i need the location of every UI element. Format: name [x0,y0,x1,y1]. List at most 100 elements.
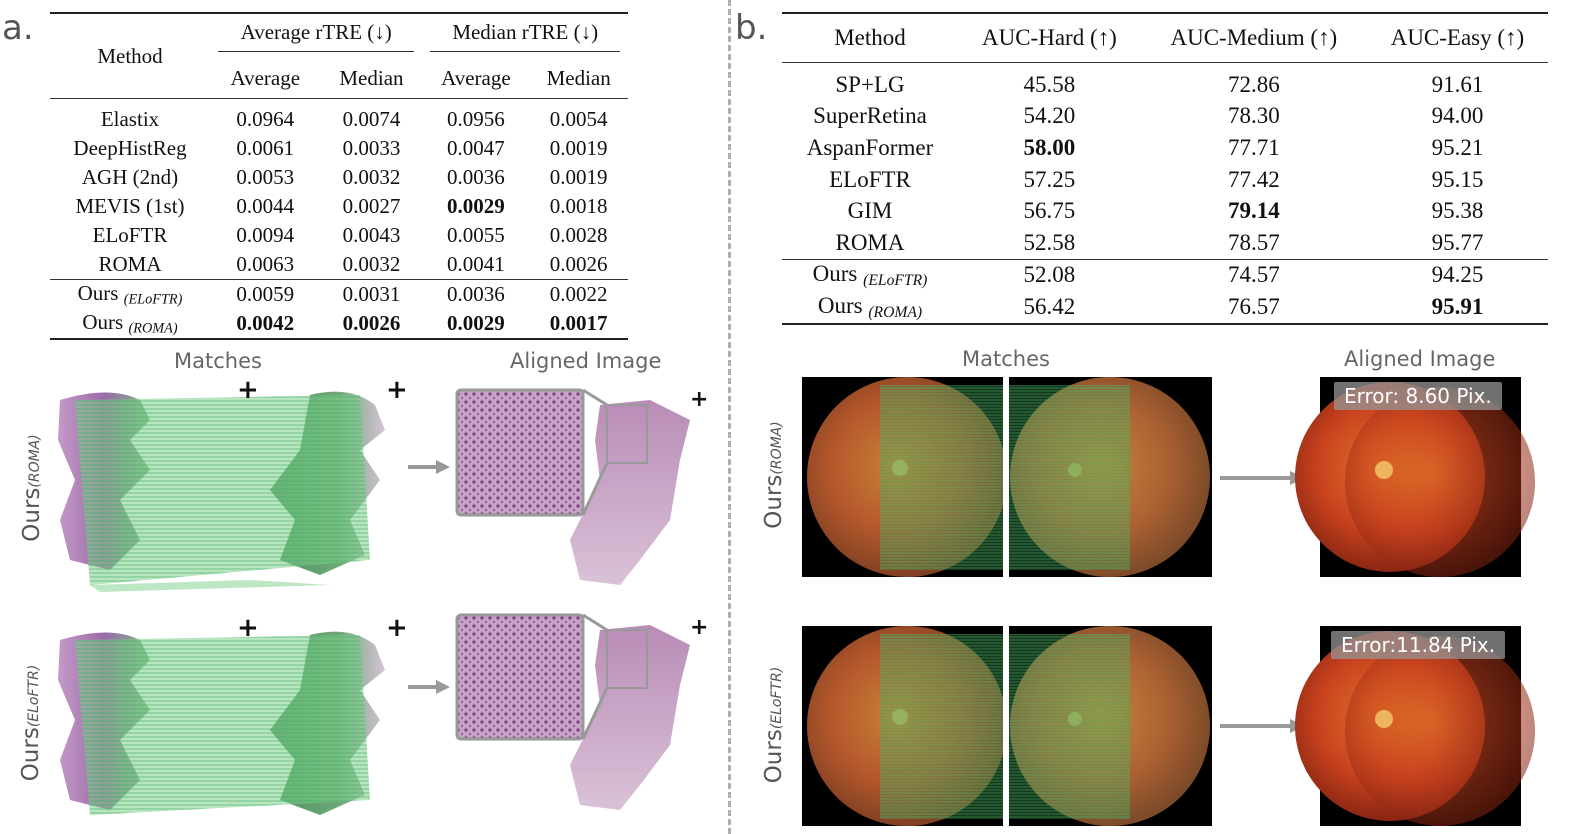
value-cell: 0.0022 [549,282,608,306]
sub-header: Median [546,65,611,90]
table-row: AspanFormer 58.00 77.71 95.21 [782,132,1548,164]
group-header-average: Average rTRE (↓) [210,13,422,58]
value-cell: 95.15 [1431,166,1484,192]
value-cell: 0.0032 [342,252,401,276]
table-row: Elastix 0.0964 0.0074 0.0956 0.0054 [50,99,628,135]
value-cell: 76.57 [1227,293,1280,319]
error-badge-eloftr: Error:11.84 Pix. [1331,631,1506,659]
value-cell: 0.0047 [447,136,505,160]
method-cell: Ours (ELoFTR) [77,280,183,308]
auc-easy-header: AUC-Easy (↑) [1390,25,1525,50]
crosshair-marker: + [386,613,408,643]
method-cell: DeepHistReg [73,136,187,160]
value-cell-best: 79.14 [1227,198,1280,224]
value-cell: 0.0061 [236,136,295,160]
arrow-icon [408,680,450,694]
value-cell: 94.25 [1431,262,1484,288]
value-cell: 72.86 [1227,71,1280,97]
value-cell: 95.21 [1431,134,1484,160]
table-row: GIM 56.75 79.14 95.38 [782,195,1548,227]
table-row: ROMA 52.58 78.57 95.77 [782,227,1548,260]
value-cell: 77.42 [1227,166,1280,192]
value-cell: 78.57 [1227,229,1280,255]
crosshair-marker: + [237,613,259,643]
value-cell: 0.0044 [236,194,295,218]
value-cell: 57.25 [1023,166,1076,192]
table-row-ours: Ours (ELoFTR) 52.08 74.57 94.25 [782,259,1548,291]
row-label-ours-eloftr-b: Ours(ELoFTR) [761,666,787,784]
method-cell: ELoFTR [92,223,168,247]
table-row: SP+LG 45.58 72.86 91.61 [782,63,1548,101]
value-cell: 56.42 [1023,293,1076,319]
method-cell: MEVIS (1st) [75,194,185,218]
caption-matches-a: Matches [174,349,262,373]
auc-table: Method AUC-Hard (↑) AUC-Medium (↑) AUC-E… [782,12,1548,325]
method-cell: AspanFormer [806,134,934,160]
arrow-icon [1220,719,1305,733]
panel-divider [728,0,731,834]
value-cell-best: 95.91 [1431,293,1484,319]
value-cell: 77.71 [1227,134,1280,160]
value-cell: 95.77 [1431,229,1484,255]
rtre-table: Method Average rTRE (↓) Median rTRE (↓) … [50,12,628,340]
value-cell: 0.0019 [549,136,608,160]
sub-header: Average [230,65,301,90]
value-cell: 0.0964 [236,107,295,131]
match-visualization-eloftr-b [802,626,1212,826]
auc-hard-header: AUC-Hard (↑) [982,25,1117,50]
value-cell-best: 0.0026 [342,311,401,335]
aligned-image-eloftr: + [455,613,708,810]
table-row: AGH (2nd) 0.0053 0.0032 0.0036 0.0019 [50,163,628,192]
value-cell: 52.58 [1023,229,1076,255]
method-header: Method [834,25,906,50]
value-cell: 0.0036 [447,165,505,189]
table-row: DeepHistReg 0.0061 0.0033 0.0047 0.0019 [50,134,628,163]
method-cell: ROMA [835,229,905,255]
value-cell: 0.0036 [447,282,505,306]
value-cell: 0.0063 [236,252,295,276]
method-cell: Ours (ROMA) [82,309,178,337]
auc-medium-header: AUC-Medium (↑) [1170,25,1338,50]
value-cell-best: 0.0042 [236,311,295,335]
value-cell: 0.0019 [549,165,608,189]
value-cell: 78.30 [1227,103,1280,129]
caption-matches-b: Matches [962,347,1050,371]
value-cell: 0.0054 [549,107,608,131]
value-cell: 74.57 [1227,262,1280,288]
value-cell: 0.0031 [342,282,401,306]
value-cell: 0.0032 [342,165,401,189]
value-cell: 94.00 [1431,103,1484,129]
value-cell: 0.0033 [342,136,401,160]
table-row: ELoFTR 0.0094 0.0043 0.0055 0.0028 [50,221,628,250]
match-visualization-roma: + + [58,375,408,592]
value-cell: 91.61 [1431,71,1484,97]
value-cell: 0.0055 [447,223,505,247]
value-cell: 0.0026 [549,252,608,276]
arrow-icon [1220,471,1305,485]
sub-header: Average [441,65,511,90]
value-cell-best: 0.0029 [447,311,505,335]
arrow-icon [408,460,450,474]
caption-aligned-a: Aligned Image [510,349,662,373]
method-cell: SP+LG [835,71,905,97]
value-cell: 0.0041 [447,252,505,276]
method-cell: GIM [847,198,893,224]
match-visualization-roma-b [802,377,1212,577]
table-row-ours: Ours (ELoFTR) 0.0059 0.0031 0.0036 0.002… [50,280,628,310]
value-cell: 0.0956 [447,107,505,131]
value-cell: 0.0043 [342,223,401,247]
method-header: Method [50,13,210,99]
sub-header: Median [339,65,404,90]
value-cell: 0.0018 [549,194,608,218]
table-row: SuperRetina 54.20 78.30 94.00 [782,101,1548,133]
table-row: ELoFTR 57.25 77.42 95.15 [782,164,1548,196]
value-cell-best: 0.0029 [447,194,505,218]
value-cell: 0.0074 [342,107,401,131]
value-cell: 0.0028 [549,223,608,247]
method-cell: Ours (ROMA) [817,292,923,321]
crosshair-marker: + [690,615,708,640]
histology-figures: + + + + + + [58,375,708,815]
method-cell: SuperRetina [813,103,927,129]
method-cell: Ours (ELoFTR) [812,260,928,289]
crosshair-marker: + [690,387,708,412]
